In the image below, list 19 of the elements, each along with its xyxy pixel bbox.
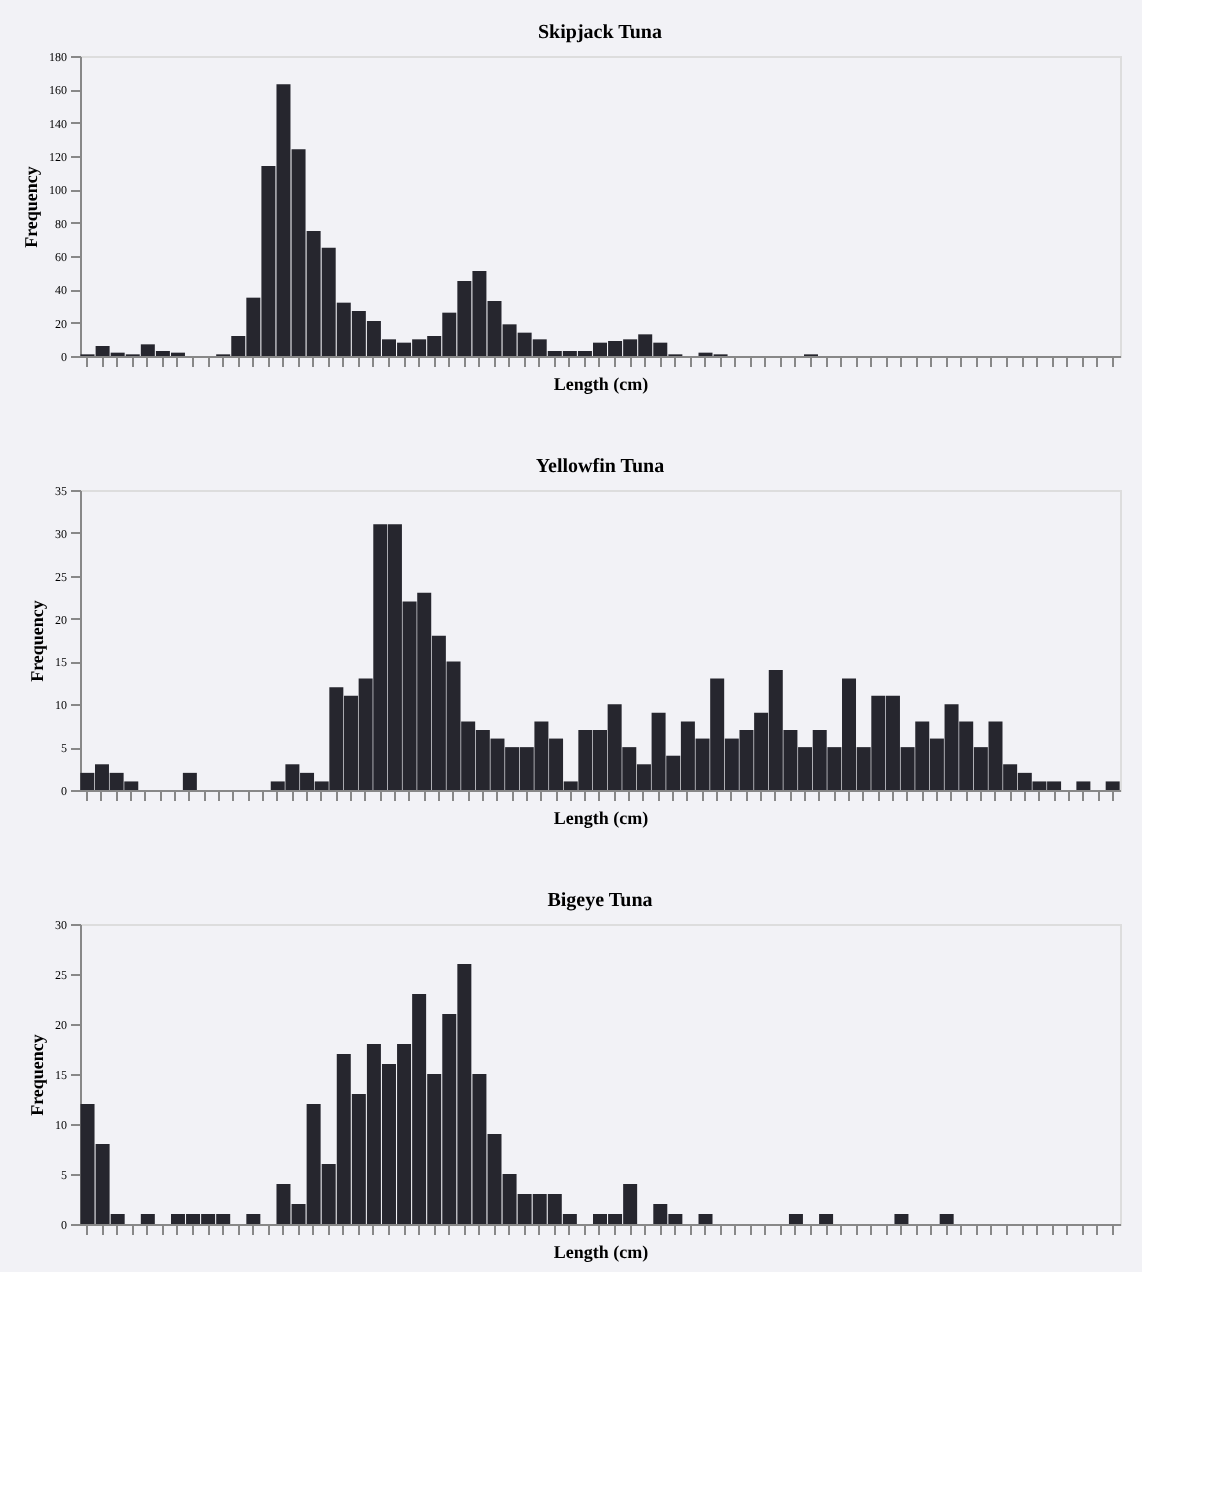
bar <box>788 1214 803 1224</box>
bar <box>182 772 197 790</box>
bar <box>140 1214 155 1224</box>
bar <box>894 1214 909 1224</box>
bar <box>246 1214 261 1224</box>
y-axis-title: Frequency <box>27 1033 47 1116</box>
y-axis-title: Frequency <box>21 165 41 248</box>
chart-title: Yellowfin Tuna <box>535 456 665 478</box>
bar <box>819 1214 834 1224</box>
chart-title: Skipjack Tuna <box>538 22 662 44</box>
x-axis-title: Length (cm) <box>553 808 649 828</box>
x-axis-title: Length (cm) <box>553 1242 649 1262</box>
bar <box>698 1214 713 1224</box>
bar <box>939 1214 954 1224</box>
bar <box>1076 781 1091 790</box>
x-axis-title: Length (cm) <box>553 374 649 394</box>
chart-title: Bigeye Tuna <box>547 890 653 912</box>
y-axis-title: Frequency <box>27 599 47 682</box>
bar <box>1105 781 1120 790</box>
